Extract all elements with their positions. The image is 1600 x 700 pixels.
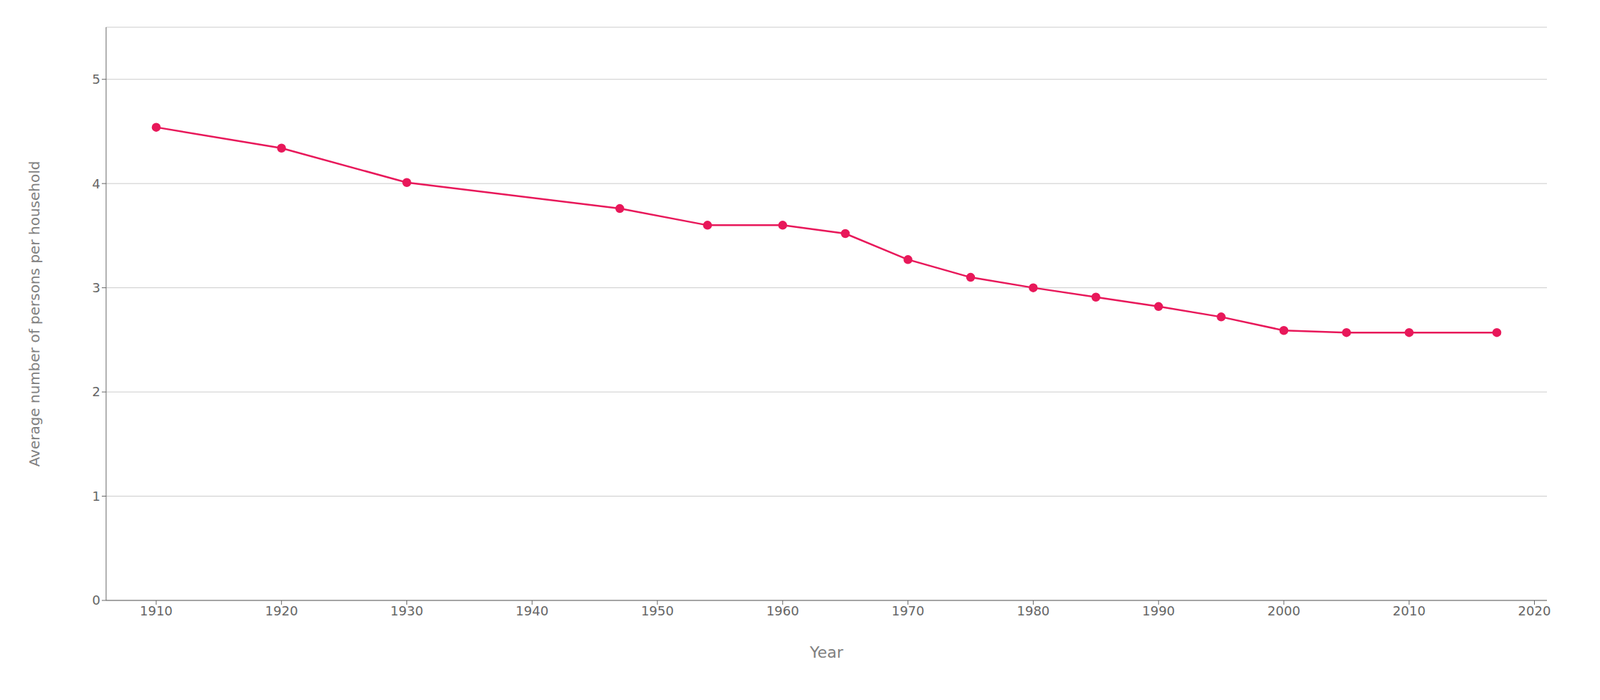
svg-text:2: 2: [92, 384, 101, 400]
svg-text:2000: 2000: [1267, 603, 1301, 619]
svg-text:Year: Year: [809, 643, 845, 662]
svg-text:1920: 1920: [265, 603, 299, 619]
svg-text:1910: 1910: [139, 603, 173, 619]
svg-text:Average number of persons per: Average number of persons per household: [25, 161, 44, 468]
svg-text:1990: 1990: [1141, 603, 1175, 619]
svg-text:2020: 2020: [1518, 603, 1552, 619]
svg-text:5: 5: [92, 71, 101, 87]
svg-text:1970: 1970: [891, 603, 925, 619]
svg-text:4: 4: [92, 176, 101, 192]
svg-text:1940: 1940: [515, 603, 549, 619]
svg-text:1980: 1980: [1016, 603, 1050, 619]
svg-text:1960: 1960: [766, 603, 800, 619]
svg-text:0: 0: [92, 592, 101, 608]
svg-text:2010: 2010: [1392, 603, 1426, 619]
svg-text:1930: 1930: [390, 603, 424, 619]
svg-text:1950: 1950: [640, 603, 674, 619]
svg-text:1: 1: [92, 488, 101, 504]
svg-text:3: 3: [92, 280, 101, 296]
